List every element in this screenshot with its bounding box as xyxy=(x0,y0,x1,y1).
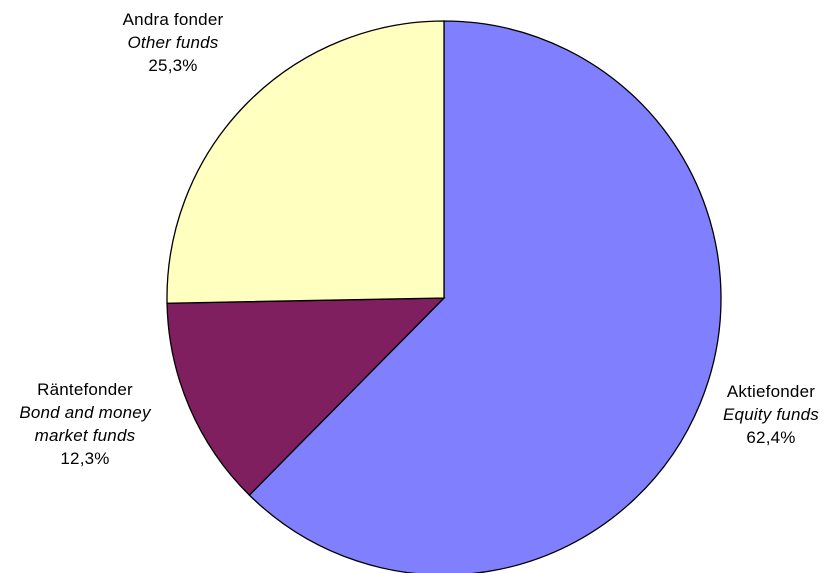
label-bond-funds-value: 12,3% xyxy=(60,449,110,468)
slice-other-funds xyxy=(166,20,445,304)
label-other-funds-value: 25,3% xyxy=(148,56,198,75)
pie-slices xyxy=(166,20,722,573)
label-other-funds: Andra fonder Other funds 25,3% xyxy=(98,8,248,77)
label-bond-funds: Räntefonder Bond and money market funds … xyxy=(10,378,160,470)
label-equity-funds-value: 62,4% xyxy=(746,428,796,447)
label-equity-funds-en: Equity funds xyxy=(723,405,819,424)
label-other-funds-sv: Andra fonder xyxy=(122,10,224,29)
slice-bond-funds xyxy=(166,297,446,497)
slice-equity-funds xyxy=(248,20,722,573)
label-bond-funds-en-line2: market funds xyxy=(34,426,136,445)
label-equity-funds-sv: Aktiefonder xyxy=(726,382,816,401)
label-other-funds-en: Other funds xyxy=(127,33,219,52)
label-equity-funds: Aktiefonder Equity funds 62,4% xyxy=(706,380,836,449)
label-bond-funds-sv: Räntefonder xyxy=(37,380,133,399)
label-bond-funds-en-line1: Bond and money xyxy=(19,403,151,422)
